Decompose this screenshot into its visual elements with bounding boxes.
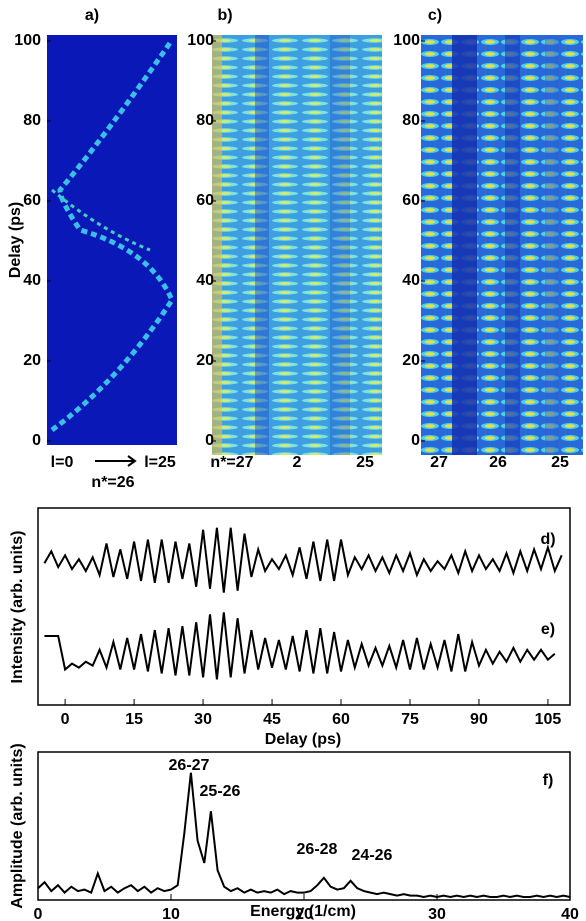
annotation: 25-26 [200, 783, 241, 800]
x-tick-label: 75 [401, 711, 419, 728]
data-line [37, 772, 571, 899]
panel-label: a) [85, 7, 99, 24]
x-tick-label: l=0 [51, 454, 74, 471]
data-line [44, 612, 556, 680]
x-tick-label: 45 [263, 711, 281, 728]
x-tick-label: 60 [332, 711, 350, 728]
y-tick-label: 20 [23, 352, 41, 369]
y-tick-label: 0 [205, 432, 214, 449]
x-tick-label: 40 [561, 906, 579, 921]
annotation: 26-27 [169, 757, 210, 774]
y-tick-label: 80 [23, 112, 41, 129]
y-axis-label: Delay (ps) [7, 202, 24, 278]
heatmap-image-b [212, 35, 382, 455]
x-tick-label: 26 [489, 454, 507, 471]
y-tick-label: 80 [196, 112, 214, 129]
y-tick-label: 60 [23, 192, 41, 209]
annotation: 26-28 [297, 841, 338, 858]
x-tick-label: 2 [293, 454, 302, 471]
y-tick-label: 60 [402, 192, 420, 209]
x-tick-label: 0 [34, 906, 43, 921]
panel-label: e) [541, 621, 555, 638]
y-tick-label: 40 [402, 272, 420, 289]
x-tick-label: 15 [125, 711, 143, 728]
panel-label: c) [428, 7, 442, 24]
x-axis-label: Energy (1/cm) [250, 903, 356, 920]
heatmap-image-a [47, 35, 177, 445]
plot-frame [37, 751, 571, 901]
x-tick-label: 25 [551, 454, 569, 471]
x-tick-label: n*=27 [210, 454, 253, 471]
x-tick-label: 25 [356, 454, 374, 471]
y-tick-label: 80 [402, 112, 420, 129]
y-axis-label: Intensity (arb. units) [9, 531, 26, 684]
plot-frame [37, 507, 571, 706]
data-line [43, 527, 563, 593]
panel-label: b) [217, 7, 232, 24]
x-tick-label: 30 [428, 906, 446, 921]
y-tick-label: 0 [32, 432, 41, 449]
y-tick-label: 40 [23, 272, 41, 289]
x-tick-label: 27 [430, 454, 448, 471]
x-tick-label: 10 [162, 906, 180, 921]
y-tick-label: 100 [14, 32, 41, 49]
x-tick-label: 20 [295, 906, 313, 921]
y-tick-label: 100 [393, 32, 420, 49]
y-tick-label: 0 [411, 432, 420, 449]
heatmap-image-c [421, 35, 583, 455]
arrow [95, 455, 137, 467]
y-tick-label: 20 [196, 352, 214, 369]
x-tick-label: 0 [61, 711, 70, 728]
panel-label: d) [540, 531, 555, 548]
x-tick-label: l=25 [144, 454, 176, 471]
annotation: 24-26 [352, 847, 393, 864]
x-tick-label: 105 [535, 711, 562, 728]
y-tick-label: 100 [187, 32, 214, 49]
y-tick-label: 40 [196, 272, 214, 289]
y-axis-label: Amplitude (arb. units) [9, 743, 26, 908]
panel-label: f) [543, 772, 554, 789]
y-tick-label: 20 [402, 352, 420, 369]
x-axis-label: Delay (ps) [265, 731, 341, 748]
x-axis-label: n*=26 [91, 474, 134, 491]
x-tick-label: 90 [470, 711, 488, 728]
x-tick-label: 30 [194, 711, 212, 728]
y-tick-label: 60 [196, 192, 214, 209]
